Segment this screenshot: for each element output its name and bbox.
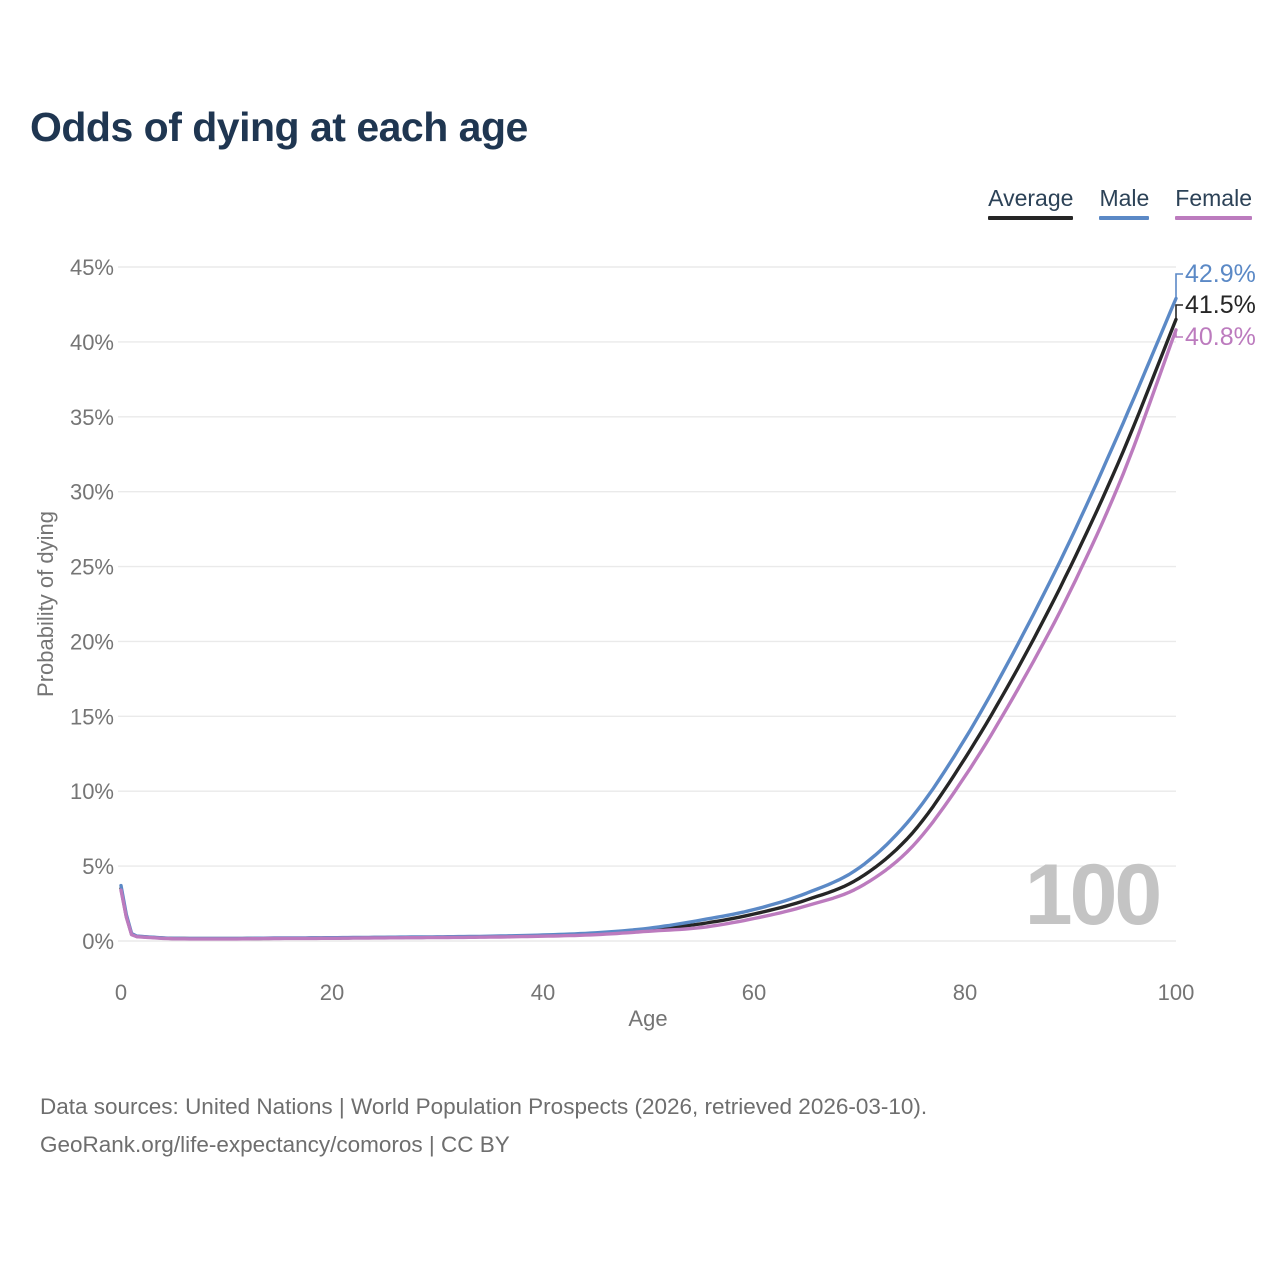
end-label-connector-female: [1175, 329, 1183, 338]
end-label-connector-average: [1175, 304, 1183, 320]
end-label-male: 42.9%: [1185, 260, 1256, 288]
x-tick-label-80: 80: [953, 980, 977, 1005]
legend-item-label: Female: [1175, 185, 1252, 211]
y-tick-label-25: 25%: [70, 555, 114, 580]
y-tick-label-10: 10%: [70, 779, 114, 804]
legend-item-label: Average: [988, 185, 1074, 211]
x-tick-label-20: 20: [320, 980, 344, 1005]
x-tick-label-100: 100: [1158, 980, 1195, 1005]
footer-line-1: Data sources: United Nations | World Pop…: [40, 1094, 928, 1119]
series-line-male[interactable]: [119, 296, 1178, 941]
legend-item-average[interactable]: Average: [988, 185, 1074, 220]
legend-swatch-male: [1099, 216, 1150, 220]
y-tick-label-40: 40%: [70, 330, 114, 355]
y-tick-label-0: 0%: [82, 929, 114, 954]
y-tick-label-45: 45%: [70, 255, 114, 280]
y-tick-label-35: 35%: [70, 405, 114, 430]
series-line-average[interactable]: [119, 317, 1178, 941]
legend-item-male[interactable]: Male: [1099, 185, 1150, 220]
x-tick-label-40: 40: [531, 980, 555, 1005]
end-label-female: 40.8%: [1185, 323, 1256, 351]
y-tick-label-15: 15%: [70, 704, 114, 729]
x-tick-label-0: 0: [115, 980, 127, 1005]
legend-item-female[interactable]: Female: [1175, 185, 1252, 220]
series-line-female[interactable]: [119, 328, 1178, 941]
x-axis-title: Age: [628, 1006, 668, 1031]
y-tick-label-30: 30%: [70, 480, 114, 505]
legend-swatch-female: [1175, 216, 1252, 220]
end-label-average: 41.5%: [1185, 291, 1256, 319]
y-axis-title: Probability of dying: [33, 511, 58, 697]
footer: Data sources: United Nations | World Pop…: [40, 1088, 927, 1164]
age-watermark: 100: [1024, 847, 1163, 943]
legend-item-label: Male: [1099, 185, 1150, 211]
y-tick-label-20: 20%: [70, 629, 114, 654]
x-tick-label-60: 60: [742, 980, 766, 1005]
legend-swatch-average: [988, 216, 1074, 220]
footer-line-2: GeoRank.org/life-expectancy/comoros | CC…: [40, 1132, 510, 1157]
legend: Average Male Female: [988, 185, 1252, 220]
chart-title: Odds of dying at each age: [30, 104, 528, 150]
end-label-connector-male: [1175, 273, 1183, 299]
y-tick-label-5: 5%: [82, 854, 114, 879]
